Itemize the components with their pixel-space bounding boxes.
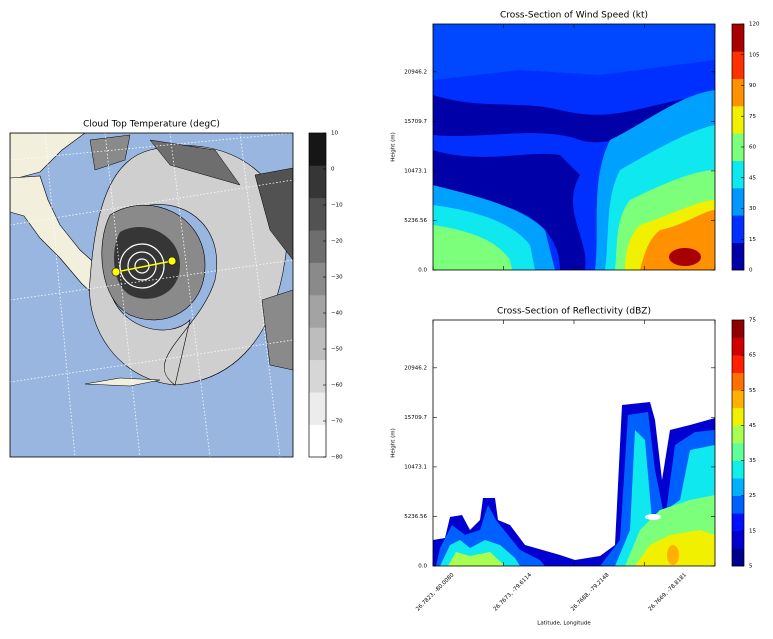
colorbar-band — [309, 392, 326, 425]
colorbar-tick-label: 35 — [749, 458, 756, 464]
map-art — [10, 133, 293, 457]
colorbar-band — [732, 215, 744, 243]
colorbar-tick-label: 15 — [749, 237, 756, 243]
x-tick-label: 26.7673, -79.6114 — [493, 572, 534, 613]
colorbar-tick-label: −80 — [331, 455, 343, 461]
colorbar-tick-label: 60 — [749, 145, 756, 151]
y-tick-label: 20946.2 — [404, 365, 427, 371]
colorbar-band — [732, 242, 744, 271]
colorbar-band — [309, 359, 326, 393]
colorbar-band — [732, 443, 744, 461]
colorbar-band — [732, 425, 744, 444]
colorbar-band — [732, 548, 744, 567]
colorbar-tick-label: 55 — [749, 388, 756, 394]
colorbar-tick-label: −10 — [331, 203, 343, 209]
reflectivity-field — [433, 320, 715, 566]
colorbar-band — [732, 407, 744, 426]
colorbar-band — [309, 424, 326, 458]
colorbar-frame — [308, 132, 327, 458]
colorbar-band — [732, 372, 744, 391]
x-tick-label: 26.7688, -79.2148 — [570, 572, 611, 613]
y-tick-label: 0.0 — [418, 564, 427, 570]
colorbar-tick-label: 45 — [749, 423, 756, 429]
colorbar-tick-label: 15 — [749, 528, 756, 534]
colorbar-band — [732, 188, 744, 216]
x-tick-label: 26.7669, -78.8181 — [648, 572, 688, 612]
x-axis-label: Latitude, Longitude — [537, 621, 591, 627]
colorbar-band — [732, 106, 744, 134]
colorbar-tick-label: 5 — [749, 564, 753, 570]
colorbar-tick-label: −20 — [331, 239, 343, 245]
wind-field — [433, 24, 715, 270]
x-tick-label: 26.7823, -80.0080 — [415, 572, 456, 613]
colorbar-band — [732, 337, 744, 356]
colorbar-tick-label: 105 — [749, 52, 760, 58]
colorbar-band — [309, 295, 326, 328]
colorbar-tick-label: 65 — [749, 353, 756, 359]
colorbar-tick-label: 10 — [331, 131, 338, 137]
colorbar-tick-label: 75 — [749, 114, 756, 120]
colorbar-tick-label: −70 — [331, 419, 343, 425]
y-axis-label: Height (m) — [391, 428, 397, 458]
y-tick-label: 15709.7 — [404, 415, 427, 421]
colorbar-band — [309, 197, 326, 231]
y-tick-label: 5236.56 — [404, 218, 427, 224]
colorbar-band — [732, 133, 744, 161]
colorbar-tick-label: 75 — [749, 318, 756, 324]
colorbar-tick-label: 45 — [749, 175, 756, 181]
colorbar-band — [732, 355, 744, 374]
colorbar-band — [732, 78, 744, 107]
colorbar-band — [309, 230, 326, 263]
colorbar-tick-label: 30 — [749, 206, 756, 212]
y-axis-label: Height (m) — [391, 132, 397, 162]
colorbar-tick-label: 90 — [749, 83, 756, 89]
colorbar-tick-label: 25 — [749, 493, 756, 499]
colorbar-tick-label: −40 — [331, 311, 343, 317]
colorbar-tick-label: −30 — [331, 275, 343, 281]
y-tick-label: 10473.1 — [404, 168, 427, 174]
y-tick-label: 10473.1 — [404, 464, 427, 470]
colorbar-band — [309, 133, 326, 166]
colorbar-frame — [731, 319, 745, 567]
chart-title: Cross-Section of Reflectivity (dBZ) — [497, 307, 651, 317]
colorbar-band — [309, 262, 326, 296]
colorbar-tick-label: 0 — [749, 268, 753, 274]
colorbar-band — [732, 495, 744, 514]
colorbar-band — [732, 513, 744, 532]
colorbar-band — [732, 460, 744, 479]
y-tick-label: 15709.7 — [404, 119, 427, 125]
y-tick-label: 0.0 — [418, 268, 427, 274]
axes-frame — [9, 132, 294, 458]
colorbar-tick-label: −50 — [331, 347, 343, 353]
chart-title: Cross-Section of Wind Speed (kt) — [500, 11, 648, 21]
colorbar-band — [732, 478, 744, 497]
colorbar-band — [732, 24, 744, 52]
colorbar-band — [732, 51, 744, 79]
colorbar-band — [309, 165, 326, 199]
colorbar-tick-label: 120 — [749, 22, 760, 28]
y-tick-label: 5236.56 — [404, 514, 427, 520]
colorbar-tick-label: −60 — [331, 383, 343, 389]
colorbar-band — [732, 160, 744, 189]
colorbar-band — [732, 530, 744, 549]
colorbar-band — [732, 320, 744, 338]
colorbar-tick-label: 0 — [331, 167, 335, 173]
colorbar-band — [732, 390, 744, 409]
colorbar-band — [309, 327, 326, 361]
y-tick-label: 20946.2 — [404, 69, 427, 75]
chart-title: Cloud Top Temperature (degC) — [83, 120, 220, 130]
